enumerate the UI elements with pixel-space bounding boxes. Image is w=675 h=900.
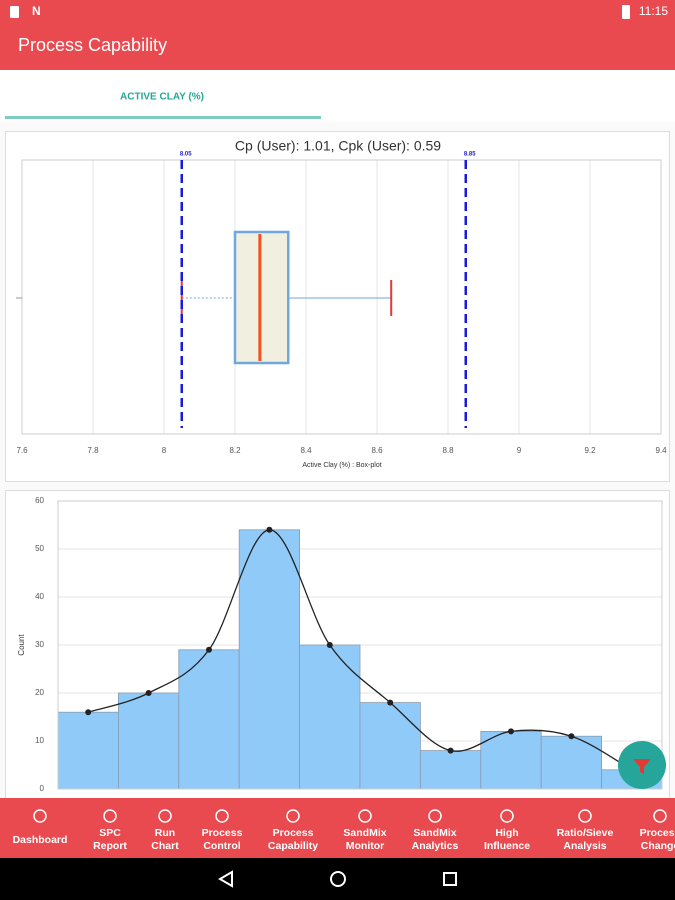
app-bar-bg	[0, 0, 675, 70]
nav-icon	[578, 809, 592, 823]
spec-label: 8.85	[464, 152, 476, 158]
bar	[540, 735, 603, 790]
x-tick-label: 8.2	[229, 446, 241, 455]
nav-label[interactable]: Chart	[151, 840, 179, 852]
y-tick-label: 60	[35, 496, 44, 505]
y-tick-label: 10	[35, 736, 44, 745]
nav-label[interactable]: Control	[203, 840, 240, 852]
x-tick-label: 8	[162, 446, 167, 455]
back-button[interactable]	[218, 870, 233, 888]
nav-label[interactable]: Change	[641, 840, 675, 852]
x-tick-label: 8.8	[442, 446, 454, 455]
y-tick-label: 0	[40, 784, 45, 793]
y-axis-label: Count	[17, 634, 26, 656]
bar	[238, 529, 300, 790]
curve-point	[266, 526, 273, 533]
system-nav	[0, 858, 675, 900]
tab[interactable]: ACTIVE CLAY (%)	[120, 92, 204, 103]
filter-icon	[633, 759, 651, 774]
nav-icon	[215, 809, 229, 823]
bottom-nav	[0, 798, 675, 858]
y-tick-label: 40	[35, 592, 44, 601]
bar	[359, 702, 421, 790]
chart-title: Cp (User): 1.01, Cpk (User): 0.59	[235, 138, 441, 154]
status-icon	[10, 6, 19, 18]
nav-label[interactable]: Dashboard	[13, 834, 68, 846]
nav-label[interactable]: Analytics	[412, 840, 459, 852]
status-icon: N	[32, 4, 41, 18]
y-tick-label: 30	[35, 640, 44, 649]
spec-label: 8.05	[180, 152, 192, 158]
curve-point	[145, 690, 152, 696]
nav-label[interactable]: Ratio/Sieve	[557, 827, 614, 839]
x-tick-label: 9.4	[655, 446, 667, 455]
nav-label[interactable]: SandMix	[343, 827, 386, 839]
app-title: Process Capability	[18, 35, 167, 55]
status-time: 11:15	[639, 4, 668, 18]
x-axis-label: Active Clay (%) : Box-plot	[302, 462, 381, 469]
curve-point	[387, 699, 394, 706]
curve-point	[326, 642, 333, 648]
nav-label[interactable]: Run	[155, 827, 175, 839]
curve-point	[447, 747, 454, 754]
nav-label[interactable]: SPC	[99, 827, 121, 839]
y-tick-label: 50	[35, 544, 44, 553]
nav-label[interactable]: Monitor	[346, 840, 385, 852]
bar	[419, 750, 482, 790]
curve-point	[206, 646, 212, 653]
x-tick-label: 9	[517, 446, 522, 455]
box	[233, 230, 290, 365]
tab-bar	[0, 70, 675, 122]
nav-icon	[428, 809, 442, 823]
nav-icon	[653, 809, 667, 823]
nav-label[interactable]: Analysis	[563, 840, 606, 852]
nav-label[interactable]: Process	[640, 827, 675, 839]
bar	[178, 649, 240, 790]
curve-point	[568, 733, 575, 740]
bar	[299, 644, 361, 790]
bar	[480, 731, 542, 790]
home-button[interactable]	[330, 871, 346, 887]
nav-label[interactable]: Report	[93, 840, 127, 852]
plot-frame	[21, 159, 662, 435]
card	[5, 131, 670, 482]
bar	[57, 711, 119, 790]
x-tick-label: 8.4	[300, 446, 312, 455]
nav-label[interactable]: SandMix	[413, 827, 456, 839]
curve-point	[85, 709, 92, 716]
nav-label[interactable]: Influence	[484, 840, 530, 852]
x-tick-label: 9.2	[584, 446, 596, 455]
battery-icon	[622, 5, 630, 19]
nav-icon	[103, 809, 117, 823]
nav-icon	[33, 809, 47, 823]
recents-button[interactable]	[443, 872, 457, 886]
nav-label[interactable]: Process	[202, 827, 243, 839]
curve-point	[508, 728, 514, 735]
x-tick-label: 7.6	[16, 446, 28, 455]
nav-label[interactable]: Capability	[268, 840, 318, 852]
nav-icon	[500, 809, 514, 823]
x-tick-label: 7.8	[87, 446, 99, 455]
y-tick-label: 20	[35, 688, 44, 697]
bar	[118, 692, 180, 790]
nav-label[interactable]: High	[495, 827, 518, 839]
nav-icon	[286, 809, 300, 823]
nav-icon	[358, 809, 372, 823]
nav-icon	[158, 809, 172, 823]
x-tick-label: 8.6	[371, 446, 383, 455]
tab-indicator	[5, 116, 321, 119]
nav-label[interactable]: Process	[273, 827, 314, 839]
plot-frame	[57, 500, 663, 790]
density-curve	[88, 529, 633, 771]
